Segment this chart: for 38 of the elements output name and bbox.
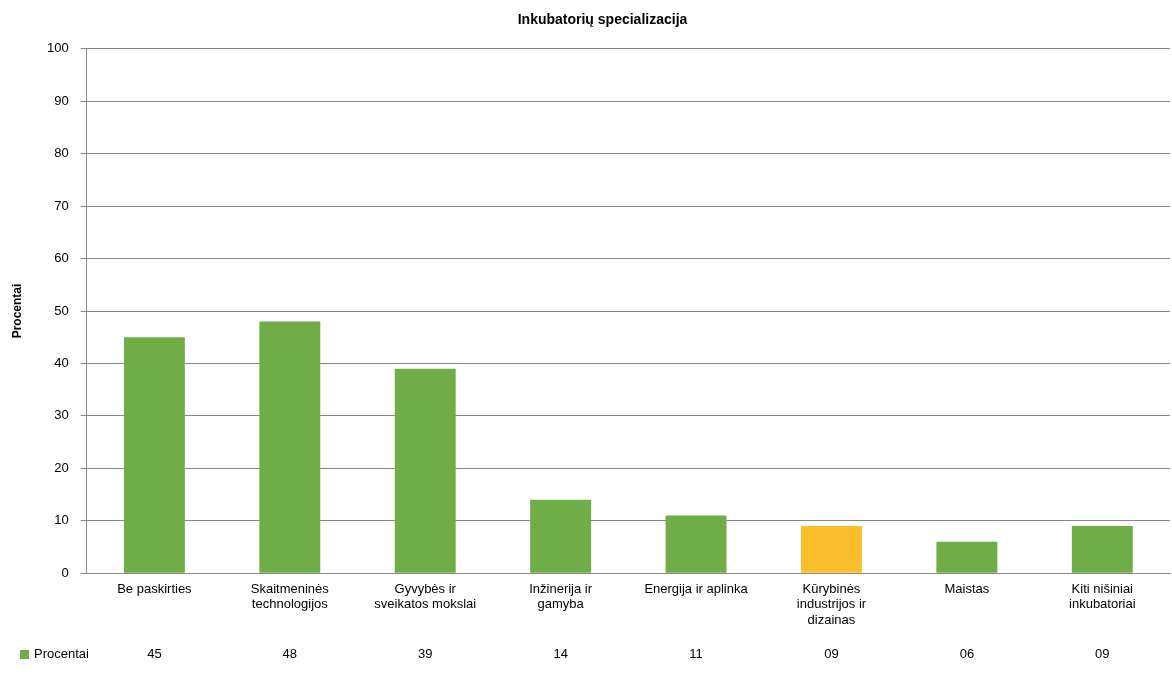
data-label: 11 (689, 645, 703, 661)
y-tick-label: 0 (61, 564, 69, 580)
y-tick-label: 10 (54, 512, 69, 528)
y-tick-label: 100 (46, 40, 69, 56)
bar (123, 337, 185, 573)
x-tick-label: Energija ir aplinka (644, 580, 749, 596)
x-tick-label: Gyvybės ir sveikatos mokslai (374, 580, 477, 612)
y-tick-label: 60 (54, 250, 69, 266)
bar (665, 515, 727, 573)
data-label: 06 (959, 645, 975, 661)
data-label: 45 (147, 645, 162, 661)
y-tick-label: 80 (54, 145, 69, 161)
bar (259, 321, 321, 573)
x-tick-label: Kūrybinės industrijos ir dizainas (796, 580, 867, 627)
bar (801, 526, 862, 573)
bar (936, 541, 998, 573)
x-tick-label: Be paskirties (117, 580, 193, 596)
y-tick-label: 40 (54, 355, 69, 371)
x-tick-label: Skaitmeninės technologijos (250, 580, 330, 612)
y-tick-label: 20 (54, 459, 69, 475)
legend-label: Procentai (34, 645, 90, 661)
x-tick-label: Kiti nišiniai inkubatoriai (1069, 580, 1136, 612)
y-tick-label: 30 (54, 407, 69, 423)
bar (530, 499, 592, 573)
y-tick-label: 50 (54, 302, 69, 318)
x-tick-label: Maistas (944, 580, 990, 596)
data-label: 09 (1095, 645, 1110, 661)
bar (1071, 526, 1133, 573)
y-tick-label: 70 (54, 197, 69, 213)
y-axis-title: Procentai (10, 283, 25, 339)
data-label: 39 (417, 645, 433, 661)
bar (394, 368, 456, 573)
data-label: 48 (282, 645, 298, 661)
data-label: 09 (824, 645, 839, 661)
x-tick-label: Inžinerija ir gamyba (529, 580, 593, 612)
chart-title: Inkubatorių specializacija (517, 11, 688, 28)
y-tick-label: 90 (54, 92, 69, 108)
data-label: 14 (553, 645, 568, 661)
